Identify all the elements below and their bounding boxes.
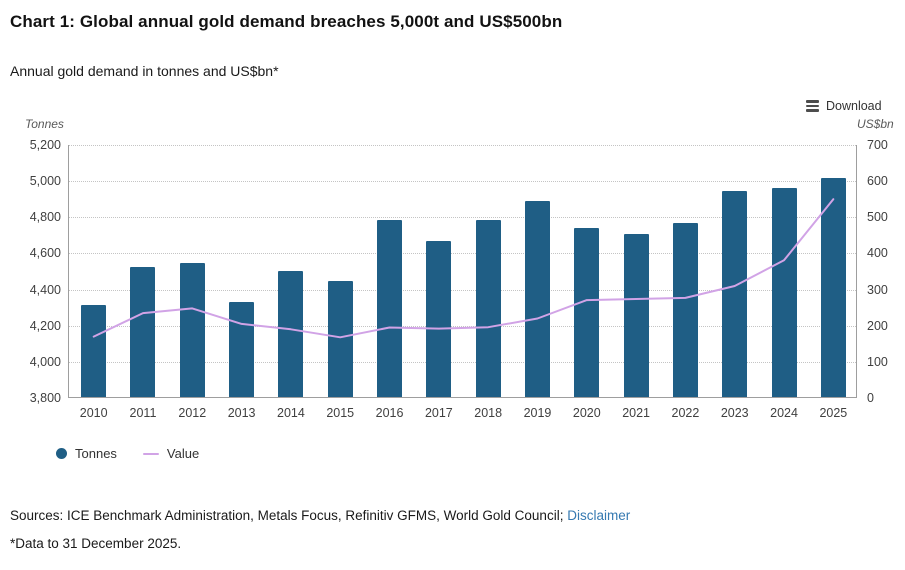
chart-legend: Tonnes Value [56,446,199,461]
right-axis-tick-label: 300 [867,282,888,297]
bar-2011[interactable] [130,267,156,397]
legend-item-value[interactable]: Value [142,446,200,461]
value-series-marker-icon [142,452,159,455]
left-axis-tick-label: 4,800 [29,210,61,225]
legend-label-value: Value [166,446,200,461]
download-button[interactable]: Download [806,99,882,113]
x-axis-label-2021: 2021 [622,406,650,420]
left-axis-tick-label: 5,200 [29,138,61,152]
bar-2010[interactable] [81,305,107,397]
chart-subtitle: Annual gold demand in tonnes and US$bn* [10,63,279,79]
x-axis-label-2018: 2018 [474,406,503,420]
left-axis-tick-label: 5,000 [29,174,61,189]
sources-prefix: Sources: ICE Benchmark Administration, M… [10,508,568,523]
right-axis-tick-label: 200 [867,318,888,333]
bar-2015[interactable] [327,280,353,397]
x-axis-label-2010: 2010 [79,406,108,420]
bar-2017[interactable] [426,241,452,397]
right-axis-tick-label: 500 [867,210,888,225]
gridline [69,145,856,146]
bar-2022[interactable] [672,222,698,397]
x-axis-label-2015: 2015 [326,406,355,420]
x-axis-label-2023: 2023 [720,406,749,420]
left-axis-unit-label: Tonnes [25,117,64,131]
left-axis-tick-label: 4,200 [29,318,61,333]
tonnes-series-marker-icon [56,448,67,459]
bar-2019[interactable] [524,200,550,397]
left-axis-tick-label: 4,400 [29,282,61,297]
right-axis-tick-label: 0 [867,391,874,405]
gridline [69,181,856,183]
bar-2016[interactable] [377,219,403,397]
gridline [69,361,856,363]
bar-2023[interactable] [722,191,748,397]
bar-2020[interactable] [574,228,600,397]
x-axis-label-2017: 2017 [424,406,453,420]
x-axis-label-2016: 2016 [375,406,404,420]
chart-plot-area: 5,200 700 5,000 600 4,800 500 4,600 400 4,400 300… [30,138,888,420]
bar-2012[interactable] [179,262,205,397]
bar-2025[interactable] [820,178,846,397]
x-axis-label-2011: 2011 [129,406,157,420]
bar-2014[interactable] [278,270,304,397]
right-axis-unit-label: US$bn [857,117,894,131]
x-axis-label-2019: 2019 [523,406,552,420]
download-label: Download [826,99,882,113]
hamburger-menu-icon [806,100,819,112]
left-axis-tick-label: 4,600 [29,246,61,261]
bar-2013[interactable] [229,302,255,397]
disclaimer-link[interactable]: Disclaimer [567,508,631,523]
bar-2024[interactable] [771,187,797,397]
right-axis-tick-label: 600 [867,174,888,189]
x-axis-label-2012: 2012 [178,406,207,420]
left-axis-tick-label: 3,800 [29,391,61,405]
x-axis-label-2013: 2013 [227,406,256,420]
bar-2021[interactable] [623,234,649,397]
chart-title: Chart 1: Global annual gold demand breac… [10,12,563,31]
x-axis-label-2024: 2024 [770,406,798,420]
sources-text: Sources: ICE Benchmark Administration, M… [10,508,630,523]
x-axis-label-2025: 2025 [819,406,848,420]
right-axis-tick-label: 100 [867,354,888,369]
x-axis-label-2014: 2014 [277,406,305,420]
legend-label-tonnes: Tonnes [75,446,117,461]
x-axis-label-2022: 2022 [671,406,700,420]
x-axis-label-2020: 2020 [572,406,601,420]
left-axis-tick-label: 4,000 [29,354,61,369]
data-footnote: *Data to 31 December 2025. [10,536,182,551]
legend-item-tonnes[interactable]: Tonnes [56,446,117,461]
right-axis-tick-label: 700 [867,138,888,152]
right-axis-tick-label: 400 [867,246,888,261]
bar-2018[interactable] [475,219,501,397]
